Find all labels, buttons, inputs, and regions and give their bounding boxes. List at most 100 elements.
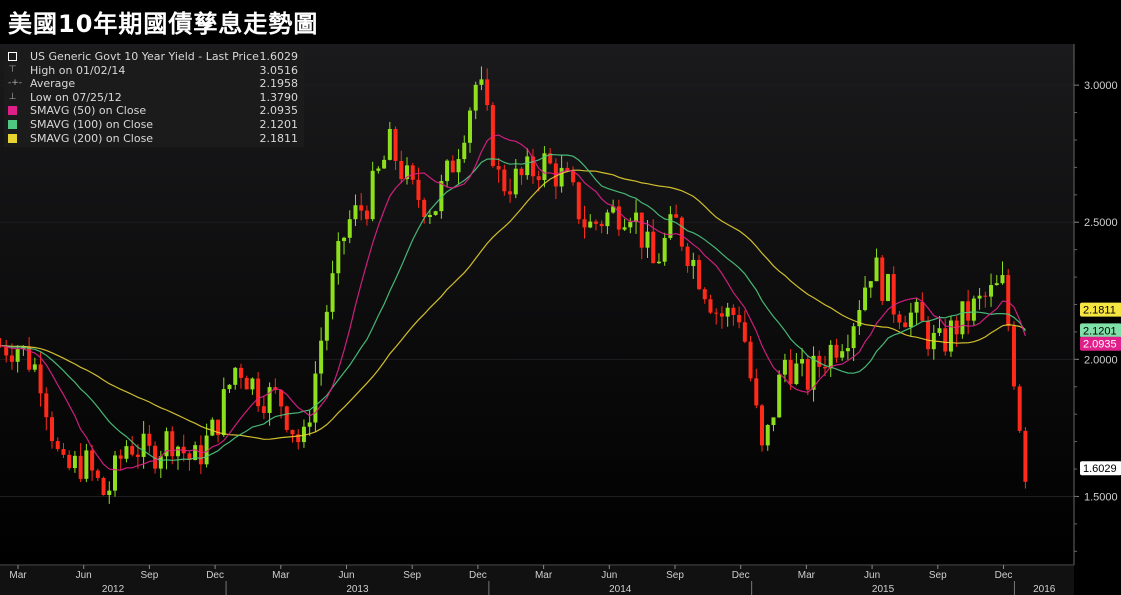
candle-body [187,453,192,461]
candle-body [920,301,925,321]
candle-body [519,168,524,176]
candle-body [782,359,787,375]
candle-body [296,434,301,443]
candle-body [805,359,810,390]
candle-body [405,165,410,180]
high-marker-icon: ⊤ [8,64,17,75]
candle-body [1006,275,1011,327]
candle-body [651,231,656,264]
candle-body [502,169,507,192]
candle-body [9,355,14,362]
candle-body [238,367,243,378]
candle-body [948,320,953,352]
candle-body [697,259,702,290]
candle-body [399,160,404,180]
candle-body [330,273,335,312]
candle-body [880,257,885,301]
candle-body [800,359,805,364]
sma50-line [0,134,1026,471]
candle-body [67,454,72,469]
candle-body [914,301,919,313]
legend-box: US Generic Govt 10 Year Yield - Last Pri… [4,49,304,148]
candle-body [845,348,850,352]
candle-body [319,340,324,374]
candle-body [508,191,513,195]
candle-body [221,389,226,436]
candle-body [135,454,140,457]
candle-body [588,221,593,228]
chart-title: 美國10年期國債孳息走勢圖 [8,10,319,38]
candle-body [966,301,971,321]
candle-body [267,387,272,413]
candle-body [1023,430,1028,482]
candle-body [124,446,129,459]
price-tag-label: 2.1201 [1083,325,1117,337]
legend-item: US Generic Govt 10 Year Yield - Last Pri… [4,50,304,64]
candle-body [674,214,679,218]
price-tag-label: 2.1811 [1083,305,1116,317]
candle-body [679,217,684,247]
candle-body [582,219,587,228]
x-tick-label: Dec [206,570,224,581]
candle-body [118,455,123,459]
legend-value: 1.3790 [259,90,299,104]
candle-body [530,156,535,177]
candle-body [525,156,530,176]
candle-body [903,322,908,328]
candle-body [256,378,261,407]
candle-body [725,307,730,317]
candle-body [27,346,32,370]
candle-body [210,419,215,436]
candle-body [233,367,238,385]
swatch-icon [8,106,17,116]
candle-body [971,298,976,321]
x-tick-label: Dec [995,570,1013,581]
candle-body [490,105,495,167]
candle-body [261,406,266,413]
candle-body [719,313,724,317]
sma100-line [0,153,1026,462]
candle-body [456,159,461,173]
legend-value: 2.1201 [259,117,299,131]
candle-body [439,181,444,212]
x-tick-label: Jun [864,570,880,581]
year-label: 2016 [1033,584,1056,595]
average-marker-icon: -+- [8,78,23,89]
candle-body [427,214,432,218]
candle-body [571,171,576,183]
candle-body [834,344,839,358]
candle-body [662,237,667,262]
x-tick-label: Mar [535,570,553,581]
legend-value: 2.1958 [259,77,299,91]
candle-body [445,160,450,182]
legend-item: ⊤ High on 01/02/14 3.0516 [4,64,304,78]
legend-label: US Generic Govt 10 Year Yield - Last Pri… [30,50,259,63]
candle-body [78,455,83,479]
sma200-line [0,169,1026,440]
candle-body [765,425,770,446]
candle-body [868,281,873,288]
low-marker-icon: ⊥ [8,91,17,102]
candle-body [548,153,553,164]
candle-body [473,84,478,111]
candle-body [937,328,942,333]
candle-body [44,393,49,418]
candle-body [857,310,862,327]
candle-body [822,366,827,369]
candle-body [611,206,616,213]
candle-body [170,431,175,457]
candle-body [1000,275,1005,284]
candle-body [536,176,541,181]
y-tick-label: 3.0000 [1084,80,1118,92]
x-axis-band [0,566,1074,595]
candle-body [576,182,581,220]
candle-body [204,435,209,465]
legend-label: High on 01/02/14 [30,63,126,77]
x-tick-label: Mar [798,570,816,581]
candle-body [84,450,89,479]
candle-body [450,160,455,173]
candle-body [639,212,644,248]
price-tag [1080,323,1121,338]
square-outline-icon [8,52,17,61]
candle-body [737,314,742,323]
